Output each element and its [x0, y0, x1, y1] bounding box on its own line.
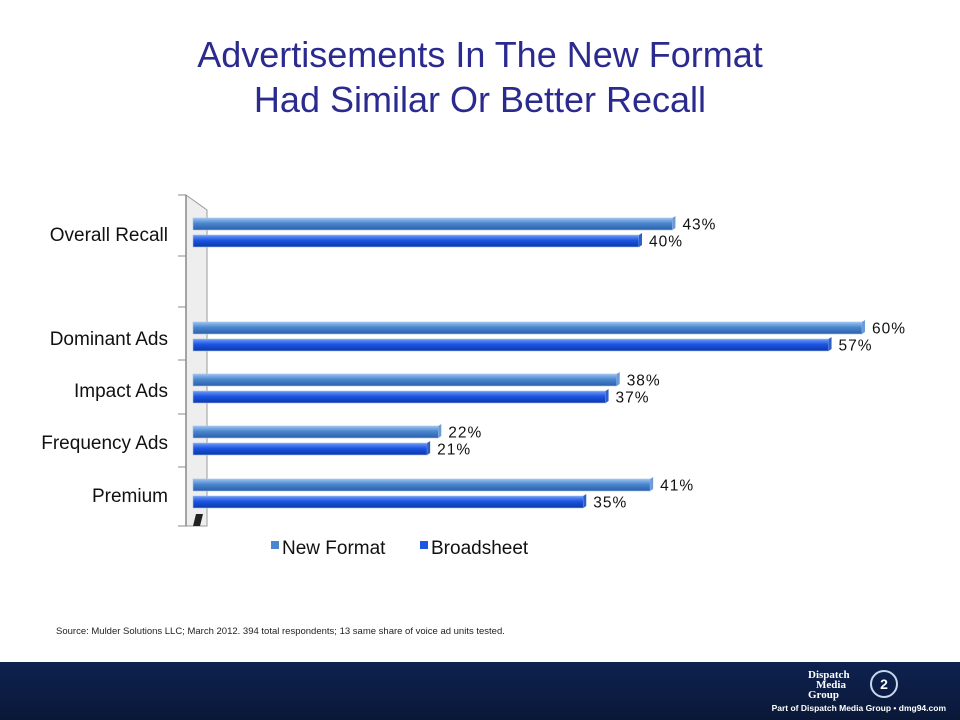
source-note: Source: Mulder Solutions LLC; March 2012…: [56, 626, 505, 637]
bar-end-cap: [583, 494, 587, 508]
legend-label-broadsheet: Broadsheet: [431, 538, 529, 559]
legend-label-new-format: New Format: [282, 538, 386, 559]
bar-broadsheet: [192, 442, 428, 456]
data-label-broadsheet: 21%: [437, 442, 471, 459]
bar-end-cap: [605, 389, 609, 403]
footer-bar: Dispatch Media Group 2 Part of Dispatch …: [0, 662, 960, 720]
bar-end-cap: [639, 233, 642, 247]
bar-end-cap: [862, 320, 865, 334]
bar-broadsheet: [192, 495, 584, 509]
category-label: Dominant Ads: [50, 329, 168, 350]
category-label: Overall Recall: [50, 225, 168, 246]
title-line-2: Had Similar Or Better Recall: [253, 79, 707, 120]
data-label-broadsheet: 37%: [616, 390, 650, 407]
data-label-new-format: 60%: [872, 321, 906, 338]
bar-new-format: [192, 478, 651, 492]
bar-end-cap: [828, 337, 832, 351]
bar-new-format: [192, 373, 618, 387]
data-label-broadsheet: 35%: [593, 495, 627, 512]
bar-end-cap: [616, 372, 620, 386]
legend-swatch-broadsheet: [420, 541, 428, 549]
legend-swatch-new-format: [271, 541, 279, 549]
bar-new-format: [192, 321, 863, 335]
bar-end-cap: [438, 424, 442, 438]
data-label-broadsheet: 57%: [839, 338, 873, 355]
data-label-new-format: 41%: [660, 478, 694, 495]
data-label-broadsheet: 40%: [649, 234, 683, 251]
category-label: Premium: [92, 486, 168, 507]
title-line-1: Advertisements In The New Format: [197, 34, 763, 75]
bar-broadsheet: [192, 338, 829, 352]
logo-line-1: Dispatch: [808, 669, 850, 681]
data-label-new-format: 43%: [682, 217, 716, 234]
bar-end-cap: [672, 216, 676, 230]
data-label-new-format: 38%: [627, 373, 661, 390]
bar-broadsheet: [192, 390, 606, 404]
bar-end-cap: [650, 477, 654, 491]
axis-corner: [193, 514, 203, 526]
bar-end-cap: [427, 441, 431, 455]
category-label: Impact Ads: [74, 381, 168, 402]
footer-tagline: Part of Dispatch Media Group • dmg94.com: [771, 703, 946, 713]
bar-chart: Overall Recall 43%40% Dominant Ads 60%57% Im…: [41, 194, 906, 559]
slide-title: Advertisements In The New Format Had Sim…: [0, 32, 960, 122]
bar-new-format: [192, 425, 439, 439]
category-label: Frequency Ads: [41, 433, 168, 454]
logo-line-2: Media: [816, 679, 846, 691]
logo-wordmark: Dispatch Media Group: [808, 669, 850, 701]
data-label-new-format: 22%: [448, 425, 482, 442]
dispatch-media-group-logo: Dispatch Media Group 2: [808, 669, 908, 701]
bar-new-format: [192, 217, 673, 231]
logo-line-3: Group: [808, 689, 839, 701]
logo-badge: 2: [870, 670, 898, 698]
bar-broadsheet: [192, 234, 640, 248]
